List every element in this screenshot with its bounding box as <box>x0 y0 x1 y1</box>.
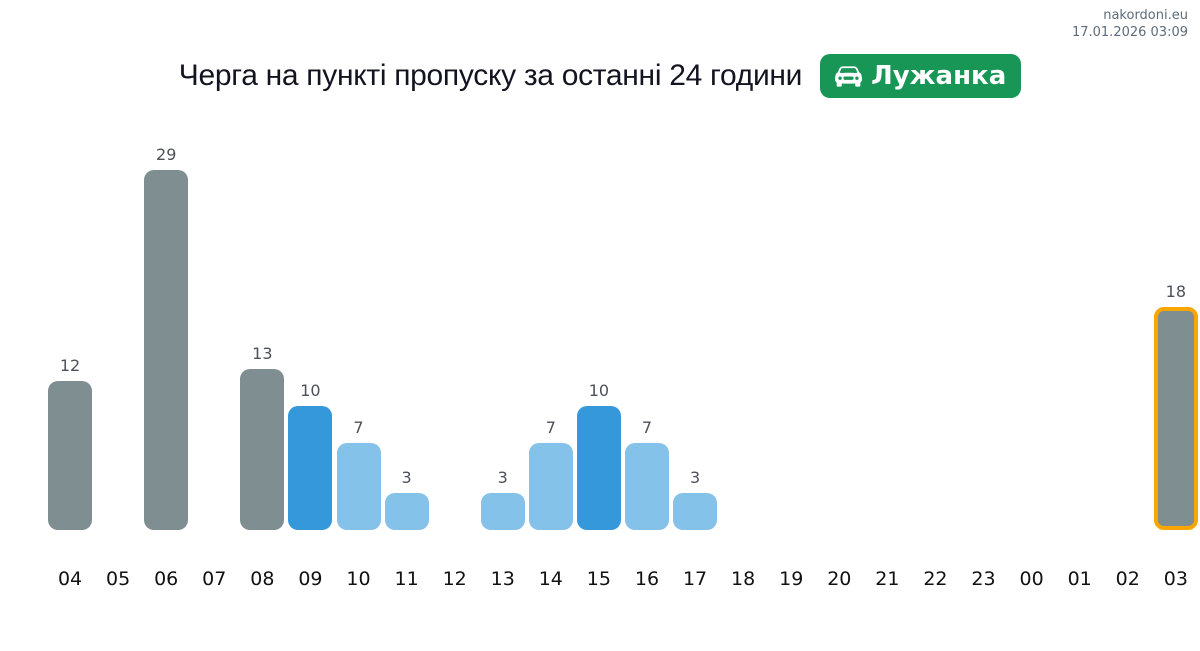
bar-11 <box>384 493 429 530</box>
checkpoint-name: Лужанка <box>871 61 1007 91</box>
chart-column-14: 7 <box>527 130 575 530</box>
x-tick-19: 19 <box>779 568 804 590</box>
bar-13 <box>480 493 525 530</box>
bar-15 <box>576 406 621 530</box>
chart-column-20 <box>815 130 863 530</box>
bar-03-highlighted-current-hour <box>1153 307 1198 530</box>
chart-column-16: 7 <box>623 130 671 530</box>
chart-column-08: 13 <box>238 130 286 530</box>
x-tick-10: 10 <box>346 568 371 590</box>
chart-column-12 <box>431 130 479 530</box>
x-tick-04: 04 <box>57 568 83 590</box>
bar-14 <box>528 443 573 530</box>
chart-header: Черга на пункті пропуску за останні 24 г… <box>0 54 1200 98</box>
bar-value-label-10: 7 <box>353 418 364 438</box>
bar-value-label-06: 29 <box>156 145 177 165</box>
x-tick-16: 16 <box>634 568 660 590</box>
bar-value-label-17: 3 <box>689 468 701 488</box>
bar-09 <box>288 406 333 530</box>
chart-column-18 <box>719 130 767 530</box>
checkpoint-badge[interactable]: Лужанка <box>820 54 1022 98</box>
x-tick-15: 15 <box>586 568 611 590</box>
x-tick-13: 13 <box>490 568 515 590</box>
bar-06 <box>144 170 189 530</box>
x-tick-09: 09 <box>298 568 323 590</box>
chart-column-07 <box>190 130 238 530</box>
bar-04 <box>48 381 93 530</box>
x-tick-03: 03 <box>1163 568 1188 590</box>
car-front-icon <box>835 63 863 90</box>
site-link[interactable]: nakordoni.eu <box>1103 8 1188 23</box>
bar-08 <box>240 369 285 530</box>
x-tick-17: 17 <box>682 568 708 590</box>
chart-column-21 <box>863 130 911 530</box>
x-tick-01: 01 <box>1067 568 1092 590</box>
chart-column-01 <box>1056 130 1104 530</box>
chart-column-11: 3 <box>383 130 431 530</box>
x-tick-02: 02 <box>1115 568 1140 590</box>
x-tick-12: 12 <box>442 568 467 590</box>
bar-10 <box>336 443 381 530</box>
bar-value-label-03: 18 <box>1165 282 1187 302</box>
chart-column-06: 29 <box>142 130 190 530</box>
x-tick-00: 00 <box>1019 568 1044 590</box>
chart-column-19 <box>767 130 815 530</box>
chart-column-00 <box>1008 130 1056 530</box>
site-info: nakordoni.eu 17.01.2026 03:09 <box>1072 8 1188 42</box>
bar-value-label-15: 10 <box>588 381 610 401</box>
x-tick-21: 21 <box>875 568 900 590</box>
chart-column-02 <box>1104 130 1152 530</box>
bar-value-label-04: 12 <box>59 356 81 376</box>
bar-chart: 12 29 13 10 7 3 3 7 10 7 3 18 <box>46 130 1200 530</box>
x-tick-05: 05 <box>106 568 131 590</box>
x-axis: 04 05 06 07 08 09 10 11 12 13 14 15 16 17 18 19 20 21 22 23… <box>46 568 1200 591</box>
bar-value-label-09: 10 <box>300 381 321 401</box>
x-tick-22: 22 <box>923 568 948 590</box>
chart-column-10: 7 <box>334 130 382 530</box>
chart-title: Черга на пункті пропуску за останні 24 г… <box>178 59 803 92</box>
x-tick-07: 07 <box>202 568 227 590</box>
x-tick-06: 06 <box>154 568 179 590</box>
bar-value-label-11: 3 <box>401 468 412 488</box>
x-tick-11: 11 <box>394 568 419 590</box>
x-tick-14: 14 <box>538 568 563 590</box>
chart-column-13: 3 <box>479 130 527 530</box>
x-tick-08: 08 <box>250 568 275 590</box>
chart-column-17: 3 <box>671 130 719 530</box>
chart-column-09: 10 <box>286 130 334 530</box>
bar-value-label-13: 3 <box>497 468 508 488</box>
bar-value-label-16: 7 <box>641 418 653 438</box>
chart-column-03: 18 <box>1152 130 1200 530</box>
chart-column-15: 10 <box>575 130 623 530</box>
chart-column-04: 12 <box>46 130 94 530</box>
bar-value-label-14: 7 <box>545 418 556 438</box>
chart-column-05 <box>94 130 142 530</box>
bar-value-label-08: 13 <box>252 344 273 364</box>
x-tick-23: 23 <box>971 568 996 590</box>
bar-17 <box>673 493 718 530</box>
x-tick-18: 18 <box>731 568 756 590</box>
timestamp: 17.01.2026 03:09 <box>1071 24 1188 40</box>
bar-16 <box>624 443 669 530</box>
chart-column-22 <box>911 130 959 530</box>
chart-column-23 <box>959 130 1007 530</box>
x-tick-20: 20 <box>827 568 852 590</box>
